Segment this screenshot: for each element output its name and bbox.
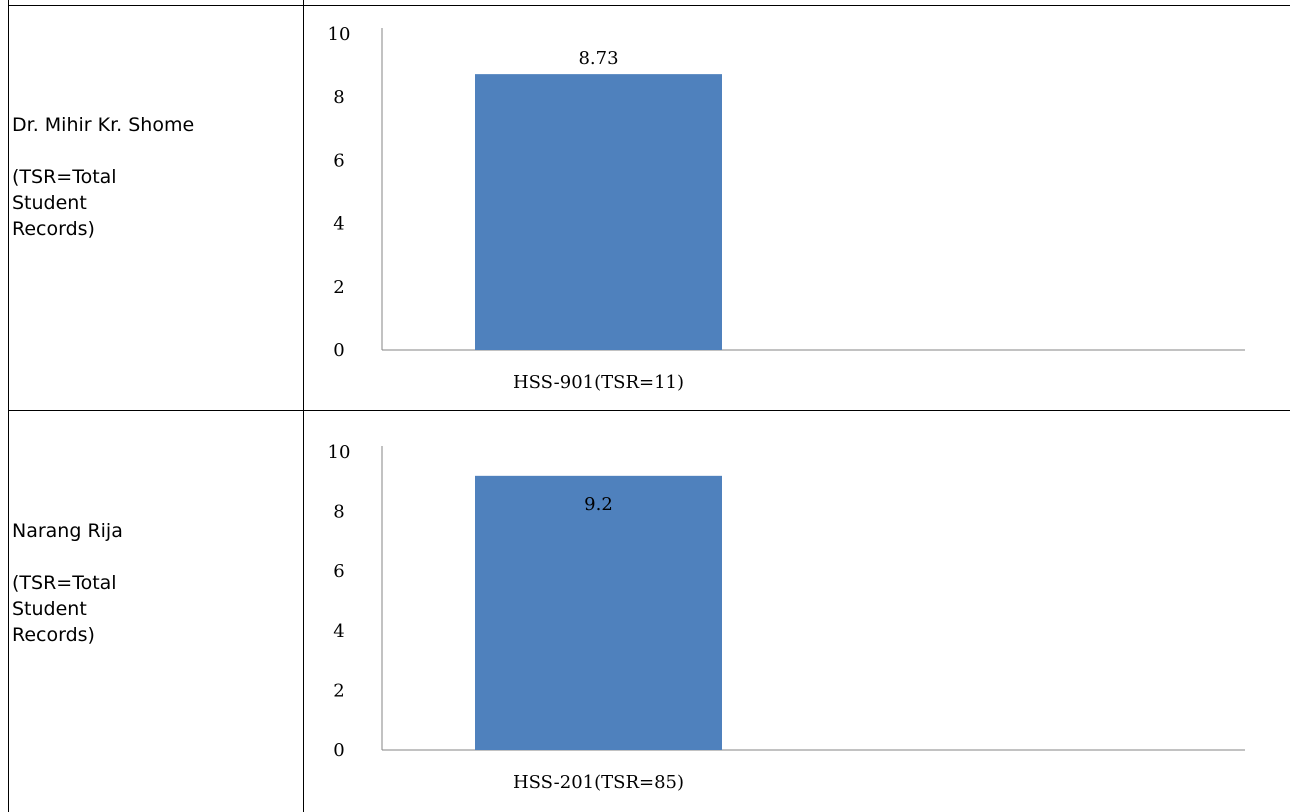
bar-chart-1: 0 2 4 6 8 10 8.73 HSS-901(TSR=11) [303, 10, 1296, 405]
y-tick-label: 0 [333, 340, 344, 361]
row-label-2: Narang Rija (TSR=Total Student Records) [12, 518, 292, 648]
instructor-name: Dr. Mihir Kr. Shome [12, 114, 195, 136]
bar [475, 475, 722, 750]
y-tick-label: 6 [333, 150, 344, 171]
x-category-label: HSS-901(TSR=11) [513, 372, 684, 393]
y-tick-label: 8 [333, 502, 344, 523]
row-label-1: Dr. Mihir Kr. Shome (TSR=Total Student R… [12, 112, 292, 242]
column-divider [303, 0, 304, 812]
y-tick-label: 2 [333, 680, 344, 701]
x-category-label: HSS-201(TSR=85) [513, 772, 684, 793]
y-tick-label: 6 [333, 561, 344, 582]
y-tick-label: 2 [333, 277, 344, 298]
bar [475, 74, 722, 350]
bar-chart-2: 0 2 4 6 8 10 9.2 HSS-201(TSR=85) [303, 416, 1296, 808]
y-tick-label: 0 [333, 740, 344, 761]
instructor-name: Narang Rija [12, 520, 123, 542]
tsr-note: (TSR=Total Student Records) [12, 572, 117, 646]
y-tick-label: 10 [328, 24, 351, 45]
tsr-note: (TSR=Total Student Records) [12, 166, 117, 240]
row-divider [8, 410, 1290, 411]
y-tick-label: 8 [333, 87, 344, 108]
data-label: 8.73 [578, 48, 618, 69]
chart-svg: 0 2 4 6 8 10 9.2 HSS-201(TSR=85) [328, 442, 1245, 793]
y-tick-label: 10 [328, 442, 351, 463]
data-label: 9.2 [584, 494, 613, 515]
left-border [8, 0, 9, 812]
y-tick-label: 4 [333, 621, 344, 642]
y-tick-label: 4 [333, 214, 344, 235]
chart-svg: 0 2 4 6 8 10 8.73 HSS-901(TSR=11) [328, 24, 1245, 393]
top-border [8, 5, 1290, 6]
